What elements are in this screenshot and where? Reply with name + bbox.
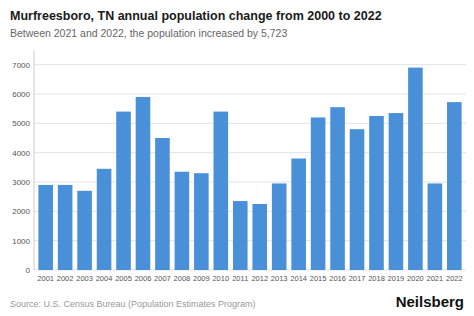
bar [58, 185, 73, 270]
x-tick-label: 2020 [407, 274, 424, 283]
y-tick-label: 1000 [12, 237, 30, 246]
x-tick-label: 2016 [329, 274, 346, 283]
bar [77, 191, 92, 270]
brand: Neilsberg [396, 293, 464, 310]
y-tick-label: 7000 [12, 61, 30, 70]
x-tick-label: 2006 [135, 274, 152, 283]
x-tick-label: 2019 [388, 274, 405, 283]
y-tick-label: 0 [26, 266, 31, 275]
y-axis-line [34, 50, 35, 270]
y-tick-label: 3000 [12, 178, 30, 187]
source: Source: U.S. Census Bureau (Population E… [10, 299, 256, 309]
x-tick-label: 2007 [154, 274, 171, 283]
bar [155, 138, 170, 270]
x-tick-label: 2001 [37, 274, 54, 283]
x-tick-label: 2015 [310, 274, 327, 283]
bar [330, 107, 345, 270]
bar [272, 183, 287, 270]
chart: Murfreesboro, TN annual population chang… [0, 0, 474, 316]
bar [214, 112, 229, 270]
bar [116, 112, 131, 270]
title: Murfreesboro, TN annual population chang… [10, 9, 382, 23]
x-tick-label: 2011 [232, 274, 248, 283]
bar [136, 97, 151, 270]
y-tick-label: 2000 [12, 207, 30, 216]
bar [233, 201, 248, 270]
x-tick-label: 2018 [368, 274, 385, 283]
x-tick-label: 2022 [446, 274, 463, 283]
x-tick-label: 2013 [271, 274, 288, 283]
grid-line [34, 64, 466, 65]
x-tick-label: 2014 [290, 274, 307, 283]
x-tick-label: 2012 [251, 274, 268, 283]
bar [369, 116, 384, 270]
bar [428, 183, 443, 270]
x-tick-label: 2009 [193, 274, 210, 283]
grid-line [34, 94, 466, 95]
x-tick-label: 2017 [349, 274, 366, 283]
subtitle: Between 2021 and 2022, the population in… [10, 27, 287, 39]
bar [447, 102, 462, 270]
x-tick-label: 2002 [57, 274, 74, 283]
bar [194, 173, 209, 270]
x-tick-label: 2008 [174, 274, 191, 283]
y-tick-label: 5000 [12, 119, 30, 128]
bar [97, 169, 112, 270]
x-tick-label: 2003 [76, 274, 93, 283]
bar [389, 113, 404, 270]
y-tick-label: 6000 [12, 90, 30, 99]
x-tick-label: 2021 [427, 274, 444, 283]
bar [38, 185, 53, 270]
bar [291, 159, 306, 270]
bar [311, 117, 326, 270]
x-tick-label: 2005 [115, 274, 132, 283]
bar [252, 204, 267, 270]
x-tick-label: 2010 [212, 274, 229, 283]
grid [34, 65, 466, 270]
bar [408, 68, 423, 270]
y-tick-label: 4000 [12, 149, 30, 158]
x-tick-label: 2004 [96, 274, 113, 283]
bar [350, 129, 365, 270]
bar [175, 172, 190, 270]
background [0, 0, 474, 316]
